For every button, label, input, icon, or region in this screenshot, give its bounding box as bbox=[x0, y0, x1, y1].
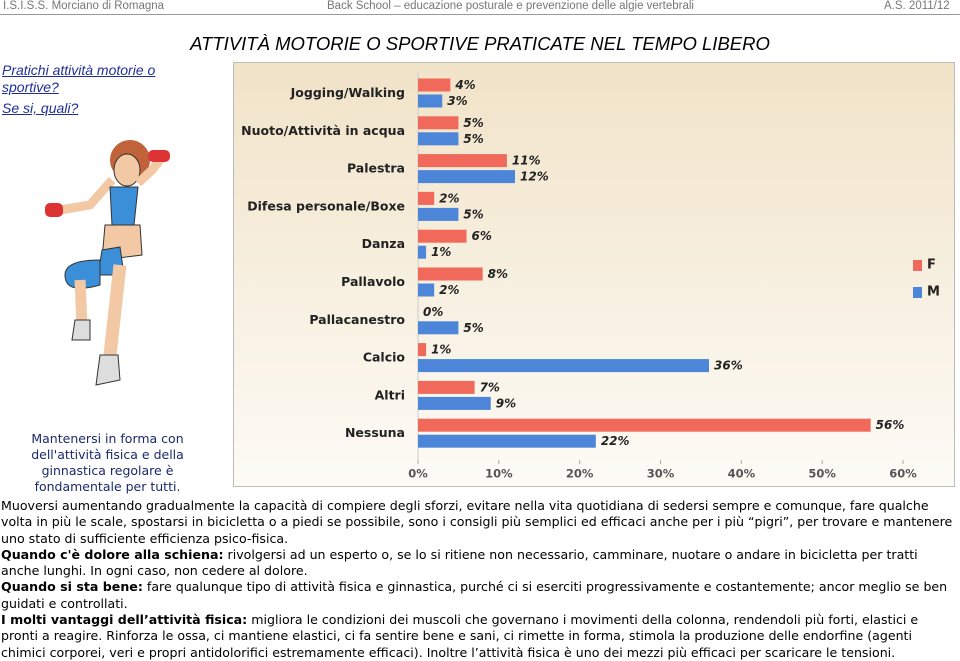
data-label: 1% bbox=[431, 245, 451, 259]
paragraph-lead: Quando si sta bene: bbox=[1, 579, 143, 595]
paragraph-lead: Quando c'è dolore alla schiena: bbox=[1, 546, 224, 562]
bar bbox=[418, 154, 507, 168]
bar bbox=[418, 434, 596, 448]
legend-label: F bbox=[927, 258, 936, 273]
data-label: 9% bbox=[496, 396, 516, 410]
data-label: 5% bbox=[463, 116, 483, 130]
bar bbox=[418, 380, 475, 394]
x-tick-label: 0% bbox=[408, 467, 428, 481]
data-label: 36% bbox=[714, 359, 743, 373]
category-label: Danza bbox=[362, 236, 405, 251]
paragraph: I molti vantaggi dell’attività fisica: m… bbox=[1, 612, 959, 661]
category-label: Difesa personale/Boxe bbox=[247, 198, 405, 213]
data-label: 0% bbox=[423, 305, 443, 319]
question-line: Pratichi attività motorie o sportive? bbox=[2, 62, 156, 95]
illustration bbox=[45, 140, 170, 386]
data-label: 22% bbox=[601, 434, 630, 448]
bar bbox=[418, 191, 435, 205]
category-label: Palestra bbox=[347, 161, 405, 176]
data-label: 7% bbox=[480, 380, 500, 394]
category-label: Nessuna bbox=[345, 425, 405, 440]
data-label: 5% bbox=[463, 207, 483, 221]
paragraph-text: fare qualunque tipo di attività fisica e… bbox=[1, 579, 948, 611]
x-tick-label: 30% bbox=[647, 467, 675, 481]
paragraph-lead: I molti vantaggi dell’attività fisica: bbox=[1, 612, 248, 628]
paragraph-text: rivolgersi ad un esperto o, se lo si rit… bbox=[1, 546, 918, 579]
caption: Mantenersi in forma con dell'attività fi… bbox=[31, 431, 184, 494]
category-label: Nuoto/Attività in acqua bbox=[241, 123, 405, 138]
header-center: Back School – educazione posturale e pre… bbox=[327, 0, 694, 12]
data-label: 2% bbox=[439, 191, 459, 205]
bar bbox=[418, 132, 459, 146]
bar bbox=[418, 229, 467, 243]
title: ATTIVITÀ MOTORIE O SPORTIVE PRATICATE NE… bbox=[190, 33, 770, 54]
question: Pratichi attività motorie o sportive? Se… bbox=[2, 62, 202, 117]
header-right: A.S. 2011/12 bbox=[884, 0, 950, 12]
x-tick-label: 40% bbox=[728, 467, 756, 481]
x-tick-label: 10% bbox=[485, 467, 513, 481]
question-line: Se si, quali? bbox=[2, 100, 79, 116]
data-label: 2% bbox=[439, 283, 459, 297]
legend-label: M bbox=[927, 285, 940, 300]
paragraph: Quando si sta bene: fare qualunque tipo … bbox=[1, 579, 959, 612]
bar bbox=[418, 359, 709, 373]
x-tick-label: 60% bbox=[889, 467, 917, 481]
category-label: Pallavolo bbox=[341, 274, 405, 289]
bar bbox=[418, 283, 435, 297]
paragraph-text: migliora le condizioni dei muscoli che g… bbox=[1, 612, 919, 660]
bar bbox=[418, 396, 491, 410]
bar bbox=[418, 418, 871, 432]
category-label: Pallacanestro bbox=[309, 312, 405, 327]
bar bbox=[418, 343, 427, 357]
bar bbox=[418, 170, 515, 184]
data-label: 12% bbox=[520, 170, 549, 184]
bar bbox=[418, 94, 443, 108]
data-label: 56% bbox=[876, 418, 905, 432]
x-tick-label: 20% bbox=[566, 467, 594, 481]
text-body: Muoversi aumentando gradualmente la capa… bbox=[1, 498, 959, 661]
header: I.S.I.S.S. Morciano di Romagna Back Scho… bbox=[0, 0, 960, 15]
data-label: 5% bbox=[463, 132, 483, 146]
legend-swatch bbox=[913, 260, 922, 271]
bar bbox=[418, 321, 459, 335]
category-label: Altri bbox=[375, 387, 405, 402]
data-label: 8% bbox=[488, 267, 508, 281]
header-left: I.S.I.S.S. Morciano di Romagna bbox=[3, 0, 165, 12]
data-label: 6% bbox=[472, 229, 492, 243]
bar bbox=[418, 245, 427, 259]
bar bbox=[418, 207, 459, 221]
paragraph-text: Muoversi aumentando gradualmente la capa… bbox=[1, 498, 953, 546]
bar bbox=[418, 78, 451, 92]
x-tick-label: 50% bbox=[808, 467, 836, 481]
data-label: 4% bbox=[454, 78, 475, 92]
legend-swatch bbox=[913, 287, 922, 298]
paragraph: Quando c'è dolore alla schiena: rivolger… bbox=[1, 547, 959, 580]
bar bbox=[418, 267, 483, 281]
data-label: 5% bbox=[463, 321, 483, 335]
category-label: Jogging/Walking bbox=[290, 85, 405, 100]
chart: 0% 10% 20% 30% 40% 50% 60% Jogging/Walking 4% 3% N… bbox=[233, 62, 955, 487]
data-label: 3% bbox=[447, 94, 467, 108]
data-label: 11% bbox=[512, 154, 541, 168]
chart-frame bbox=[233, 62, 955, 487]
paragraph: Muoversi aumentando gradualmente la capa… bbox=[1, 498, 959, 547]
bar bbox=[418, 116, 459, 130]
data-label: 1% bbox=[431, 343, 451, 357]
category-label: Calcio bbox=[363, 350, 406, 365]
